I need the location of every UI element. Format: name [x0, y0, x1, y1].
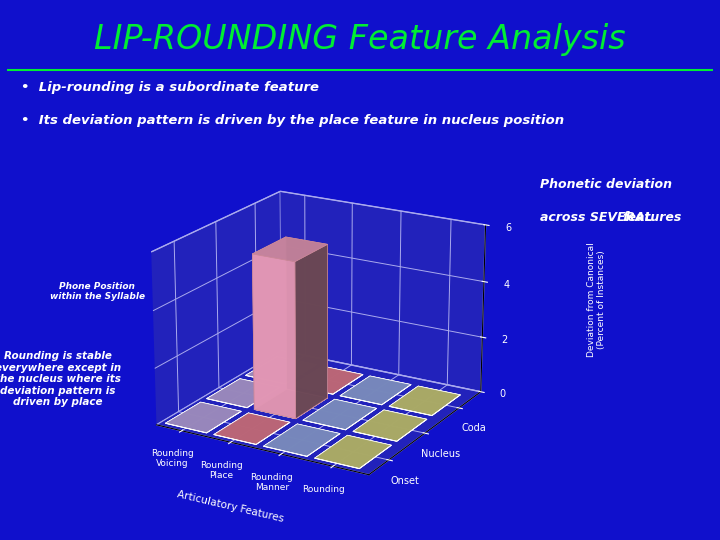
- X-axis label: Articulatory Features: Articulatory Features: [176, 490, 285, 524]
- Text: Phone Position
within the Syllable: Phone Position within the Syllable: [50, 282, 145, 301]
- Text: •  Its deviation pattern is driven by the place feature in nucleus position: • Its deviation pattern is driven by the…: [22, 114, 564, 127]
- Text: Rounding is stable
everywhere except in
the nucleus where its
deviation pattern : Rounding is stable everywhere except in …: [0, 351, 121, 407]
- Text: across SEVERAL: across SEVERAL: [540, 211, 657, 224]
- Text: •  Lip-rounding is a subordinate feature: • Lip-rounding is a subordinate feature: [22, 80, 319, 94]
- Text: LIP-ROUNDING Feature Analysis: LIP-ROUNDING Feature Analysis: [94, 23, 626, 56]
- Text: features: features: [623, 211, 682, 224]
- Text: Phonetic deviation: Phonetic deviation: [540, 178, 672, 191]
